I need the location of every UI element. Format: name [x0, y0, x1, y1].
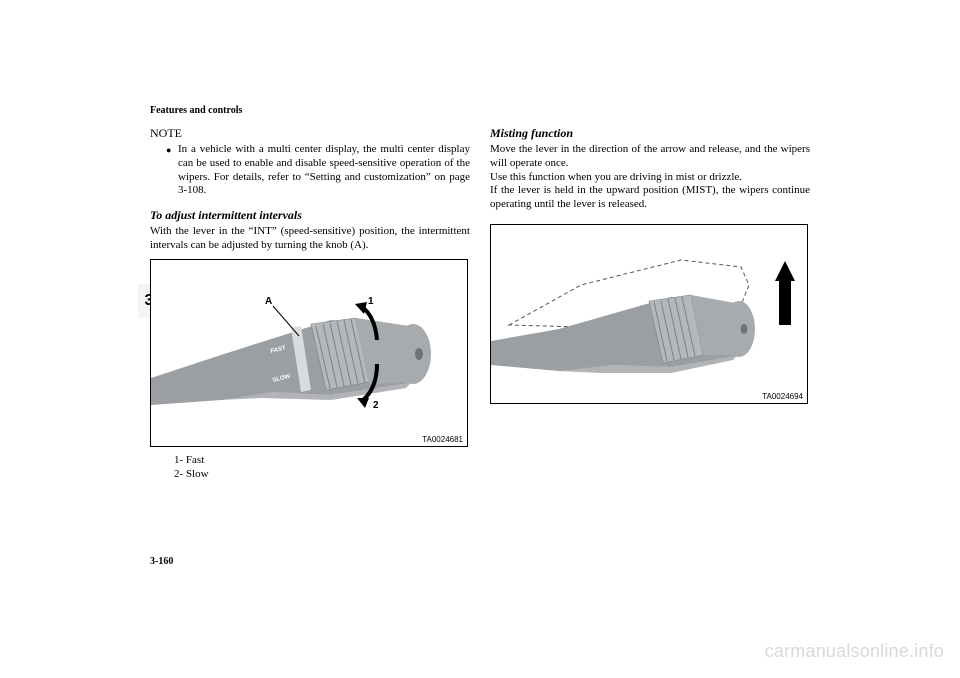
figure-id-left: TA0024681: [422, 435, 463, 444]
note-label: NOTE: [150, 126, 470, 141]
right-subheading: Misting function: [490, 126, 810, 141]
right-body-1: Move the lever in the direction of the a…: [490, 143, 810, 171]
legend-1: 1- Fast: [174, 453, 470, 467]
note-body: ● In a vehicle with a multi center displ…: [150, 143, 470, 198]
bullet-icon: ●: [166, 145, 171, 156]
label-a: A: [265, 296, 272, 307]
lever-mist-illustration: [491, 225, 808, 404]
two-column-layout: NOTE ● In a vehicle with a multi center …: [150, 126, 810, 481]
right-body-2: Use this function when you are driving i…: [490, 171, 810, 185]
left-body: With the lever in the “INT” (speed-sensi…: [150, 225, 470, 253]
note-text: In a vehicle with a multi center display…: [178, 143, 470, 196]
figure-intermittent-knob: FAST SLOW A 1 2 TA0024681: [150, 259, 468, 447]
figure-misting: TA0024694: [490, 224, 808, 404]
left-column: NOTE ● In a vehicle with a multi center …: [150, 126, 470, 481]
right-column: Misting function Move the lever in the d…: [490, 126, 810, 481]
figure-legend: 1- Fast 2- Slow: [150, 453, 470, 482]
page-content: Features and controls NOTE ● In a vehicl…: [150, 105, 810, 481]
left-subheading: To adjust intermittent intervals: [150, 208, 470, 223]
lever-knob-illustration: FAST SLOW: [151, 260, 468, 447]
label-2: 2: [373, 400, 379, 411]
figure-id-right: TA0024694: [762, 392, 803, 401]
legend-2: 2- Slow: [174, 467, 470, 481]
right-body-3: If the lever is held in the upward posit…: [490, 184, 810, 212]
running-header: Features and controls: [150, 105, 810, 116]
watermark: carmanualsonline.info: [765, 641, 944, 662]
label-1: 1: [368, 296, 374, 307]
page-number: 3-160: [150, 556, 173, 567]
